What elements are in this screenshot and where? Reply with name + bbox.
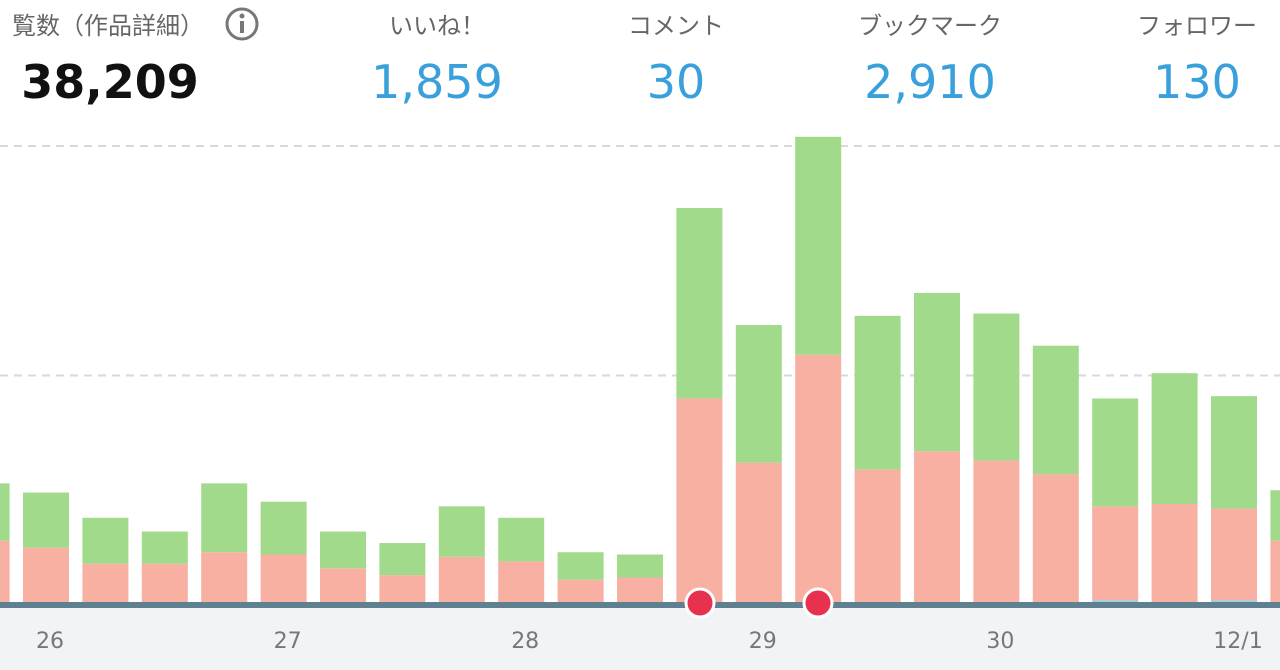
stats-header: 覧数（作品詳細） 38,209 いいね！ 1,859 コメント 30 ブックマー… (12, 7, 1257, 109)
stat-label: ブックマーク (858, 12, 1002, 40)
bar-segment (201, 552, 248, 603)
plot (0, 136, 1280, 605)
bar-segment (735, 462, 782, 603)
bar-segment (438, 556, 485, 603)
baseline (0, 602, 1280, 608)
bar-segment (1270, 540, 1280, 603)
bar-segment (498, 517, 545, 562)
stat-label: 覧数（作品詳細） (12, 12, 204, 40)
bar-segment (557, 579, 604, 603)
bar-segment (676, 207, 723, 399)
event-marker[interactable] (684, 587, 716, 619)
stat-label: いいね！ (389, 12, 485, 40)
bar-segment (1211, 508, 1257, 601)
bar-segment (260, 554, 307, 603)
bar-segment (201, 483, 248, 553)
bar-segment (498, 561, 545, 603)
bar-segment (320, 568, 366, 603)
bar-segment (1092, 398, 1139, 507)
x-tick-label: 12/1 (1213, 629, 1262, 654)
bar-segment (1211, 396, 1257, 509)
bar-segment (0, 483, 10, 541)
x-tick-label: 26 (36, 629, 64, 654)
stat-value: 130 (1153, 55, 1241, 109)
bar-segment (141, 531, 188, 564)
bar-segment (23, 492, 69, 548)
x-tick-label: 28 (511, 629, 539, 654)
x-tick-label: 29 (749, 629, 777, 654)
bar-segment (914, 292, 960, 452)
x-tick-label: 30 (986, 629, 1014, 654)
bar-segment (973, 460, 1020, 603)
bar-segment (1092, 506, 1139, 601)
bar-segment (795, 136, 842, 355)
bar-segment (260, 501, 307, 555)
bar-segment (676, 398, 723, 603)
bar-segment (141, 563, 188, 603)
x-tick-label: 27 (274, 629, 302, 654)
bar-segment (617, 554, 663, 578)
stat-value: 1,859 (371, 55, 503, 109)
axis-band (0, 607, 1280, 670)
bar-segment (735, 325, 782, 463)
bar-segment (82, 563, 129, 603)
stat-value: 30 (647, 55, 706, 109)
bar-segment (1032, 345, 1079, 475)
bar-segment (379, 543, 426, 576)
bar-segment (320, 531, 366, 569)
event-marker[interactable] (802, 587, 834, 619)
bar-segment (854, 315, 901, 470)
bar-segment (82, 517, 129, 564)
bar-segment (0, 540, 10, 603)
bar-segment (617, 577, 663, 603)
stat-label: コメント (628, 12, 724, 40)
bar-segment (438, 506, 485, 557)
bar-segment (973, 313, 1020, 461)
stat-value: 2,910 (864, 55, 996, 109)
stat-value: 38,209 (21, 55, 199, 109)
bar-segment (1151, 504, 1198, 603)
bar-segment (854, 469, 901, 603)
bar-segment (1032, 474, 1079, 603)
bar-segment (795, 354, 842, 603)
stat-label: フォロワー (1137, 12, 1257, 40)
bar-segment (914, 451, 960, 603)
info-icon[interactable] (225, 7, 259, 41)
bar-segment (379, 575, 426, 603)
bar-segment (557, 552, 604, 580)
bar-segment (1151, 373, 1198, 505)
bar-segment (23, 547, 69, 603)
bar-segment (1270, 490, 1280, 541)
